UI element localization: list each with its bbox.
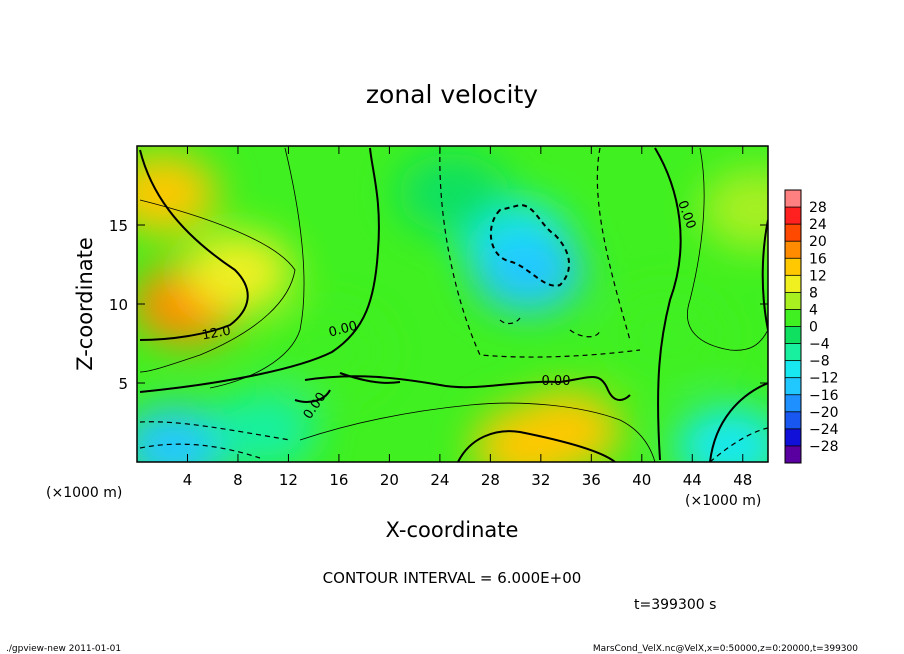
colorbar-label-13: −24 xyxy=(809,422,839,438)
colorbar-segment-3 xyxy=(785,394,801,413)
contour-solid-5 xyxy=(709,382,768,462)
colorbar-segment-15 xyxy=(785,190,801,208)
footer-left: ./gpview-new 2011-01-01 xyxy=(6,644,121,654)
colorbar-label-4: 12 xyxy=(809,268,827,284)
contour-thin-2 xyxy=(687,147,768,351)
chart-title: zonal velocity xyxy=(366,80,538,109)
colorbar-segment-0 xyxy=(785,445,801,464)
x-tick-label-9: 40 xyxy=(632,471,651,489)
contour-label-0: 12.0 xyxy=(201,324,232,344)
contour-dashed-2 xyxy=(139,443,261,459)
field-sample-3 xyxy=(137,406,230,462)
colorbar-label-11: −16 xyxy=(809,388,839,404)
field-sample-4 xyxy=(208,390,319,462)
contour-solid-8 xyxy=(294,389,331,403)
colorbar-segment-11 xyxy=(785,258,801,276)
contour-dashed-7 xyxy=(569,329,601,338)
colorbar-label-3: 16 xyxy=(809,251,827,267)
contour-solid-1 xyxy=(139,147,380,393)
colorbar-label-5: 8 xyxy=(809,285,818,301)
colorbar-segment-13 xyxy=(785,224,801,242)
colorbar-label-7: 0 xyxy=(809,320,818,336)
x-tick-label-11: 48 xyxy=(733,471,752,489)
field-sample-13 xyxy=(612,295,723,376)
contour-thin-0 xyxy=(139,199,296,373)
colorbar-segment-6 xyxy=(785,343,801,362)
y-tick-label-2: 15 xyxy=(109,217,128,235)
field-sample-6 xyxy=(473,232,584,313)
colorbar-label-10: −12 xyxy=(809,371,839,387)
x-tick-label-5: 24 xyxy=(430,471,449,489)
colorbar-label-0: 28 xyxy=(809,200,827,216)
footer-right: MarsCond_VelX.nc@VelX,x=0:50000,z=0:2000… xyxy=(593,644,858,654)
field-sample-0 xyxy=(137,153,218,234)
x-tick-label-3: 16 xyxy=(329,471,348,489)
plot-area xyxy=(137,146,768,462)
field-sample-7 xyxy=(397,153,508,234)
contour-label-2: 0.00 xyxy=(542,374,571,389)
colorbar-segment-5 xyxy=(785,360,801,379)
y-tick-label-0: 5 xyxy=(118,375,128,393)
x-tick-label-4: 20 xyxy=(380,471,399,489)
x-tick-label-6: 28 xyxy=(481,471,500,489)
contour-dashed-0 xyxy=(489,203,570,287)
colorbar-label-12: −20 xyxy=(809,405,839,421)
x-tick-label-10: 44 xyxy=(683,471,702,489)
colorbar-segment-14 xyxy=(785,207,801,225)
time-label: t=399300 s xyxy=(634,597,716,613)
colorbar-label-2: 20 xyxy=(809,234,827,250)
colorbar-segment-9 xyxy=(785,292,801,310)
field-sample-10 xyxy=(675,406,768,462)
contour-solid-7 xyxy=(761,219,768,331)
colorbar-label-14: −28 xyxy=(809,439,839,455)
y-axis-label: Z-coordinate xyxy=(73,237,97,371)
x-tick-label-1: 8 xyxy=(233,471,243,489)
colorbar-segment-4 xyxy=(785,377,801,396)
colorbar-segment-2 xyxy=(785,411,801,430)
x-unit-right: (×1000 m) xyxy=(685,493,761,509)
colorbar-segment-12 xyxy=(785,241,801,259)
contour-dashed-1 xyxy=(139,421,291,441)
contour-dashed-4 xyxy=(596,147,631,341)
contour-label-1: 0.00 xyxy=(327,319,359,341)
contour-dashed-5 xyxy=(439,147,641,358)
contour-interval: CONTOUR INTERVAL = 6.000E+00 xyxy=(323,569,582,587)
colorbar-segment-7 xyxy=(785,326,801,345)
contour-solid-3 xyxy=(654,147,682,461)
colorbar-segment-8 xyxy=(785,309,801,327)
colorbar-segment-1 xyxy=(785,428,801,447)
colorbar-label-9: −8 xyxy=(809,354,830,370)
x-tick-label-8: 36 xyxy=(582,471,601,489)
field-sample-11 xyxy=(700,169,768,250)
contour-dashed-3 xyxy=(709,427,768,462)
x-tick-label-2: 12 xyxy=(279,471,298,489)
contour-solid-6 xyxy=(457,430,616,462)
contour-solid-2 xyxy=(304,375,631,401)
x-tick-label-7: 32 xyxy=(531,471,550,489)
colorbar-label-6: 4 xyxy=(809,302,818,318)
colorbar-label-1: 24 xyxy=(809,217,827,233)
field-sample-9 xyxy=(511,390,622,462)
colorbar-segment-10 xyxy=(785,275,801,293)
x-unit-left: (×1000 m) xyxy=(46,485,122,501)
x-axis-label: X-coordinate xyxy=(386,518,519,542)
contour-thin-3 xyxy=(299,402,656,462)
colorbar-label-8: −4 xyxy=(809,337,830,353)
y-tick-label-1: 10 xyxy=(109,296,128,314)
x-tick-label-0: 4 xyxy=(183,471,193,489)
contour-thin-1 xyxy=(209,147,305,389)
contour-solid-0 xyxy=(139,149,249,341)
contour-solid-4 xyxy=(339,372,401,384)
contour-dashed-6 xyxy=(499,317,521,325)
